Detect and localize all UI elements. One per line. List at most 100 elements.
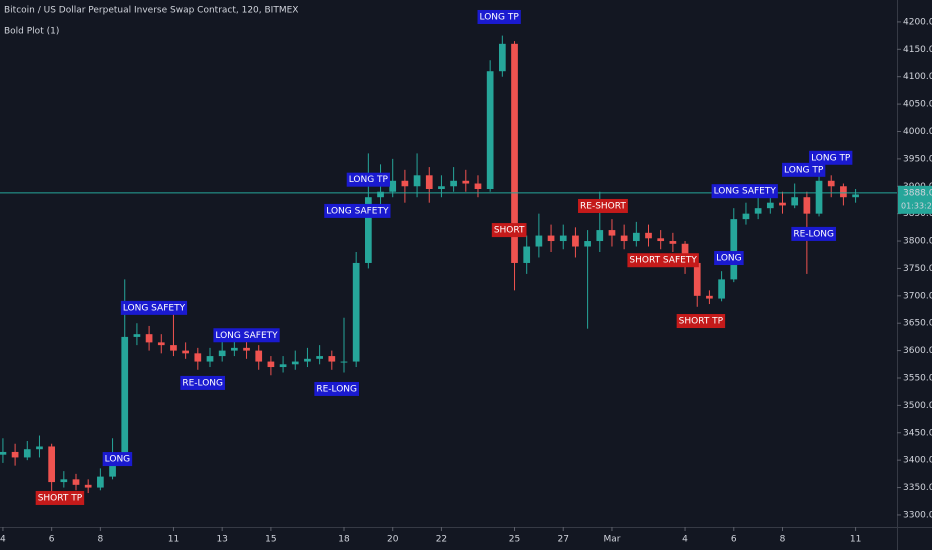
x-tick-label: 11 <box>168 535 179 545</box>
candle-body <box>279 364 287 368</box>
y-tick-label: 3500.0 <box>903 401 932 411</box>
signal-label: RE-SHORT <box>580 201 626 211</box>
x-tick-label: 27 <box>558 535 569 545</box>
y-tick-label: 4000.0 <box>903 127 932 137</box>
signal-label: LONG TP <box>480 12 520 22</box>
signal-label-box <box>627 253 699 268</box>
signal-label: RE-LONG <box>793 229 834 239</box>
candle-body <box>498 43 506 72</box>
signal-label: LONG TP <box>784 165 824 175</box>
signal-label-box <box>578 198 628 213</box>
y-tick-label: 3600.0 <box>903 346 932 356</box>
signal-label: LONG <box>105 455 131 465</box>
candle-body <box>377 191 384 198</box>
signal-label: LONG SAFETY <box>215 331 278 341</box>
y-tick-label: 3750.0 <box>903 264 932 274</box>
candle-body <box>827 180 835 187</box>
candle-body <box>766 202 774 209</box>
candle-body <box>194 353 202 362</box>
chart-title: Bitcoin / US Dollar Perpetual Inverse Sw… <box>4 6 298 16</box>
candle-body <box>815 180 823 214</box>
x-tick-label: 6 <box>731 535 737 545</box>
candle-body <box>304 358 311 362</box>
y-tick-label: 3850.0 <box>903 209 932 219</box>
candle-body <box>340 361 348 363</box>
candle-body <box>486 71 494 189</box>
candle-body <box>413 175 421 187</box>
x-tick-label: Mar <box>603 535 620 545</box>
candle-body <box>620 235 628 242</box>
y-tick-label: 4100.0 <box>903 72 932 82</box>
y-tick-label: 3800.0 <box>903 237 932 247</box>
candle-body <box>365 197 372 263</box>
signal-label: RE-LONG <box>182 378 223 388</box>
signal-label-box <box>346 172 390 187</box>
y-tick-label: 3550.0 <box>903 373 932 383</box>
signal-label-box <box>180 375 226 390</box>
y-tick-label: 4050.0 <box>903 100 932 110</box>
candle-body <box>511 43 518 263</box>
candle-body <box>632 232 640 242</box>
candle-body <box>145 334 153 343</box>
candle-body <box>779 202 786 206</box>
candle-body <box>291 361 299 365</box>
y-tick-label: 3450.0 <box>903 428 932 438</box>
signal-label: SHORT <box>494 226 525 236</box>
signal-label-box <box>711 184 778 199</box>
candle-body <box>231 347 238 351</box>
last-price-label: 3888.0 <box>903 188 932 198</box>
candle-body <box>267 361 275 368</box>
signal-label-box <box>782 162 826 177</box>
candle-body <box>535 235 543 247</box>
candle-body <box>133 334 141 337</box>
candle-body <box>182 350 189 354</box>
y-tick-label: 4150.0 <box>903 45 932 55</box>
signal-label-box <box>102 452 133 467</box>
candle-body <box>596 230 604 242</box>
x-tick-label: 4 <box>682 535 688 545</box>
signal-label: SHORT TP <box>38 493 83 503</box>
candle-body <box>730 219 738 280</box>
signal-label-box <box>477 9 521 24</box>
signal-label: LONG SAFETY <box>123 303 186 313</box>
candle-body <box>170 345 177 351</box>
signal-label-box <box>714 251 744 266</box>
candle-body <box>218 350 226 357</box>
y-tick-label: 3350.0 <box>903 483 932 493</box>
last-price-badge <box>898 185 932 214</box>
candle-body <box>742 213 750 220</box>
y-tick-label: 3700.0 <box>903 291 932 301</box>
x-tick-label: 22 <box>436 535 447 545</box>
signal-label-box <box>120 300 188 315</box>
signal-label-box <box>791 226 837 241</box>
candle-body <box>0 451 7 455</box>
candle-body <box>669 241 677 244</box>
countdown-label: 01:33:23 <box>901 201 932 210</box>
candle-body <box>645 232 652 239</box>
x-tick-label: 20 <box>387 535 399 545</box>
signal-label: LONG <box>716 254 742 264</box>
signal-label: LONG TP <box>349 175 389 185</box>
candle-body <box>401 180 409 187</box>
candle-body <box>462 180 470 184</box>
signal-label-box <box>676 314 726 329</box>
candle-body <box>109 460 116 477</box>
candle-body <box>852 194 859 198</box>
indicator-name: Bold Plot (1) <box>4 27 59 37</box>
candle-body <box>572 235 579 247</box>
signal-label: LONG SAFETY <box>326 206 389 216</box>
y-tick-label: 3400.0 <box>903 456 932 466</box>
signal-label-box <box>324 203 391 218</box>
x-tick-label: 4 <box>0 535 6 545</box>
candle-body <box>121 336 129 461</box>
candle-body <box>11 451 19 458</box>
signal-label: LONG SAFETY <box>714 187 777 197</box>
x-tick-label: 8 <box>98 535 104 545</box>
y-tick-label: 3650.0 <box>903 319 932 329</box>
signal-label-box <box>809 150 853 165</box>
candle-body <box>97 476 104 488</box>
x-tick-label: 13 <box>216 535 227 545</box>
x-tick-label: 11 <box>850 535 861 545</box>
candle-body <box>255 350 263 362</box>
